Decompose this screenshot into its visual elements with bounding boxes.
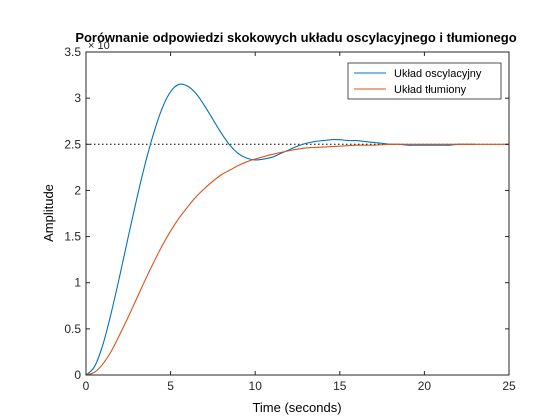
axes-frame (85, 51, 510, 376)
chart-title: Porównanie odpowiedzi skokowych układu o… (75, 30, 516, 45)
x-axis-label: Time (seconds) (252, 400, 341, 415)
y-axis-exponent: × 10 (88, 40, 110, 52)
x-tick-label: 25 (502, 379, 516, 393)
y-axis-label: Amplitude (41, 184, 56, 242)
y-tick-label: 3 (74, 91, 81, 105)
x-tick-label: 0 (83, 379, 90, 393)
legend-label-tlumiony: Układ tłumiony (394, 84, 467, 96)
series-line-1 (85, 143, 509, 376)
y-tick-label: 3.5 (64, 45, 81, 59)
legend-box (347, 62, 502, 100)
x-tick-label: 15 (333, 379, 347, 393)
y-tick-label: 1.5 (64, 230, 81, 244)
x-tick-label: 5 (167, 379, 174, 393)
plot-area: 0 5 10 15 20 25 0 0.5 1 1.5 2 2.5 3 3.5 (64, 45, 516, 393)
x-tick-label: 20 (418, 379, 432, 393)
y-tick-label: 2.5 (64, 137, 81, 151)
y-tick-label: 1 (74, 276, 81, 290)
y-tick-label: 0.5 (64, 322, 81, 336)
legend: Układ oscylacyjny Układ tłumiony (347, 62, 502, 100)
y-tick-label: 0 (74, 368, 81, 382)
ticks-layer: 0 5 10 15 20 25 0 0.5 1 1.5 2 2.5 3 3.5 (64, 45, 516, 393)
y-tick-label: 2 (74, 183, 81, 197)
legend-label-oscylacyjny: Układ oscylacyjny (394, 68, 482, 80)
series-layer (85, 83, 509, 376)
plot-background (86, 52, 509, 375)
x-tick-label: 10 (249, 379, 263, 393)
series-line-0 (85, 83, 476, 376)
